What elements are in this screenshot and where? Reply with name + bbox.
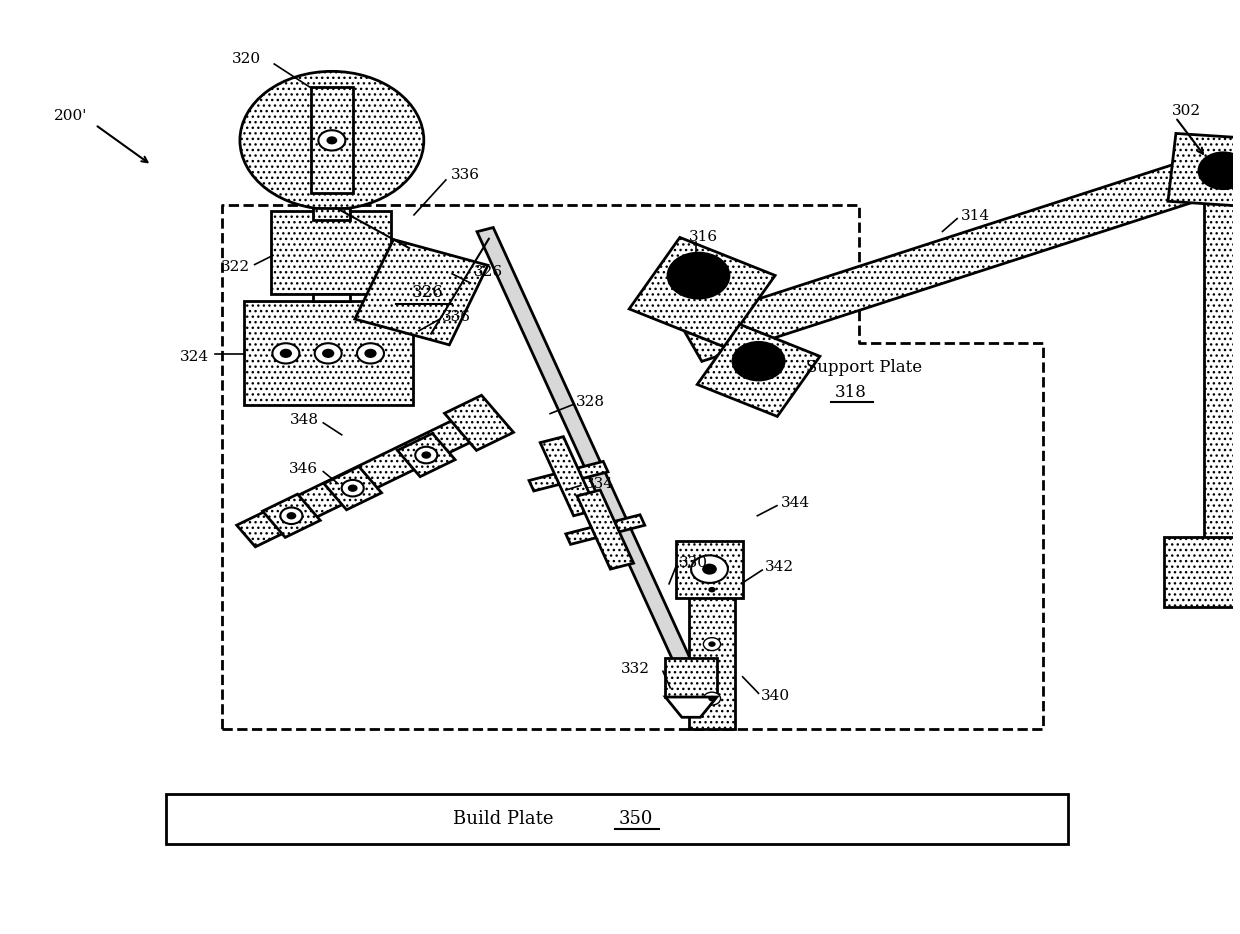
Circle shape bbox=[322, 348, 335, 358]
Text: 320: 320 bbox=[232, 52, 260, 66]
Circle shape bbox=[273, 344, 299, 363]
Text: 200': 200' bbox=[55, 108, 87, 122]
Bar bbox=[311, 88, 352, 193]
Circle shape bbox=[703, 692, 720, 705]
Bar bbox=[355, 239, 487, 345]
Circle shape bbox=[702, 563, 717, 574]
Circle shape bbox=[280, 348, 291, 358]
Text: 346: 346 bbox=[289, 461, 319, 475]
Text: 324: 324 bbox=[180, 349, 210, 363]
Circle shape bbox=[703, 638, 720, 651]
Circle shape bbox=[280, 507, 303, 524]
Bar bbox=[398, 433, 455, 476]
Circle shape bbox=[691, 556, 728, 583]
Circle shape bbox=[708, 696, 715, 701]
Circle shape bbox=[347, 485, 357, 492]
Circle shape bbox=[415, 446, 438, 463]
Polygon shape bbox=[681, 147, 1240, 361]
Text: 316: 316 bbox=[688, 230, 718, 244]
Circle shape bbox=[357, 344, 384, 363]
Bar bbox=[263, 494, 320, 537]
Text: Support Plate: Support Plate bbox=[806, 360, 923, 376]
Text: 336: 336 bbox=[451, 168, 480, 182]
Text: 302: 302 bbox=[1172, 104, 1202, 118]
Text: 342: 342 bbox=[765, 560, 794, 574]
Circle shape bbox=[708, 587, 715, 592]
Text: Build Plate: Build Plate bbox=[454, 811, 554, 828]
Circle shape bbox=[365, 348, 377, 358]
Bar bbox=[1204, 177, 1239, 541]
Text: 334: 334 bbox=[584, 476, 614, 490]
Text: 326: 326 bbox=[474, 265, 503, 279]
Circle shape bbox=[703, 583, 720, 596]
Bar bbox=[166, 794, 1068, 844]
Bar bbox=[529, 461, 608, 491]
Circle shape bbox=[315, 344, 342, 363]
Bar bbox=[541, 437, 596, 516]
Text: 328: 328 bbox=[575, 395, 605, 409]
Bar bbox=[1164, 537, 1240, 607]
Circle shape bbox=[667, 251, 730, 300]
Polygon shape bbox=[666, 697, 717, 717]
Circle shape bbox=[1198, 151, 1240, 190]
Bar bbox=[243, 302, 413, 405]
Bar bbox=[577, 490, 634, 569]
Text: 340: 340 bbox=[761, 689, 790, 703]
Bar bbox=[688, 559, 735, 729]
Circle shape bbox=[342, 480, 363, 497]
Circle shape bbox=[708, 642, 715, 647]
Bar bbox=[697, 324, 820, 417]
Text: 336: 336 bbox=[443, 310, 471, 324]
Bar bbox=[324, 466, 382, 510]
Circle shape bbox=[286, 512, 296, 519]
Bar bbox=[676, 541, 743, 598]
Bar bbox=[1168, 134, 1240, 208]
Bar bbox=[565, 515, 645, 545]
Bar bbox=[314, 294, 350, 302]
Text: 344: 344 bbox=[781, 496, 810, 510]
Text: 326: 326 bbox=[412, 284, 444, 301]
Circle shape bbox=[326, 136, 337, 145]
Text: 350: 350 bbox=[619, 811, 653, 828]
Circle shape bbox=[422, 451, 432, 459]
Polygon shape bbox=[477, 228, 699, 683]
Text: 314: 314 bbox=[961, 209, 990, 223]
Circle shape bbox=[239, 71, 424, 209]
Bar bbox=[270, 211, 391, 294]
Bar bbox=[666, 658, 717, 697]
Bar bbox=[444, 395, 513, 450]
Text: 332: 332 bbox=[620, 662, 650, 676]
Polygon shape bbox=[237, 412, 489, 546]
Bar bbox=[314, 207, 350, 220]
Bar bbox=[629, 237, 775, 347]
Text: 330: 330 bbox=[678, 556, 708, 570]
Text: 322: 322 bbox=[221, 261, 249, 275]
Circle shape bbox=[732, 341, 785, 381]
Text: 318: 318 bbox=[835, 384, 867, 401]
Text: 348: 348 bbox=[289, 413, 319, 427]
Circle shape bbox=[319, 130, 346, 150]
